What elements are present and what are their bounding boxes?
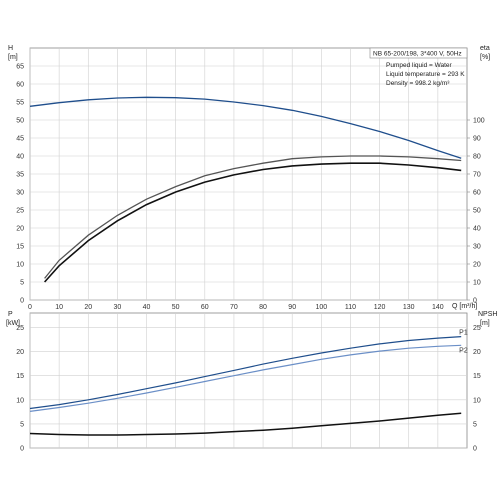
top-right-tick-label: 70 <box>473 172 481 179</box>
info-pumped-liquid: Pumped liquid = Water <box>386 62 453 69</box>
top-right-tick-label: 40 <box>473 226 481 233</box>
top-right-tick-label: 80 <box>473 154 481 161</box>
x-tick-label: 70 <box>230 304 238 311</box>
top-left-tick-label: 25 <box>16 208 24 215</box>
x-tick-label: 130 <box>403 304 415 311</box>
top-left-tick-label: 0 <box>20 298 24 305</box>
top-right-tick-label: 60 <box>473 190 481 197</box>
top-left-tick-label: 30 <box>16 190 24 197</box>
top-right-axis-label: eta <box>480 45 490 52</box>
p1-curve <box>29 336 462 410</box>
bottom-left-axis-unit: [kW] <box>6 320 20 327</box>
top-right-tick-label: 0 <box>473 298 477 305</box>
top-right-tick-label: 10 <box>473 280 481 287</box>
x-tick-label: 90 <box>288 304 296 311</box>
x-tick-label: 20 <box>84 304 92 311</box>
x-tick-label: 140 <box>432 304 444 311</box>
top-right-tick-label: 50 <box>473 208 481 215</box>
bottom-right-axis-label: NPSH <box>478 311 497 318</box>
info-pump-model: NB 65-200/198, 3*400 V, 50Hz <box>373 51 462 58</box>
bottom-left-tick-label: 5 <box>20 421 24 428</box>
grid-layer <box>29 48 467 449</box>
bottom-right-axis-unit: [m] <box>480 320 490 327</box>
top-right-tick-label: 90 <box>473 136 481 143</box>
bottom-left-axis-label: P <box>8 311 13 318</box>
efficiency-curve-inner <box>44 162 462 283</box>
info-liquid-temperature: Liquid temperature = 293 K <box>386 71 465 78</box>
x-tick-label: 80 <box>259 304 267 311</box>
bottom-left-tick-label: 25 <box>16 325 24 332</box>
top-left-tick-label: 5 <box>20 280 24 287</box>
ticks-layer: 0 10 20 30 40 50 60 70 80 90 100 110 120 130 140051015… <box>16 64 485 453</box>
top-left-tick-label: 40 <box>16 154 24 161</box>
series-label-p2: P2 <box>459 347 468 354</box>
x-axis-unit-label: Q [m³/h] <box>452 303 477 310</box>
top-left-axis-unit: [m] <box>8 54 18 61</box>
top-left-tick-label: 55 <box>16 100 24 107</box>
bottom-right-tick-label: 15 <box>473 373 481 380</box>
top-left-axis-label: H <box>8 45 13 52</box>
top-right-axis-unit: [%] <box>480 54 490 61</box>
x-tick-label: 110 <box>345 304 356 311</box>
p2-curve <box>29 344 462 412</box>
bottom-right-tick-label: 0 <box>473 446 477 453</box>
x-tick-label: 120 <box>374 304 386 311</box>
bottom-left-tick-label: 20 <box>16 349 24 356</box>
efficiency-curve-outer <box>44 155 462 279</box>
bottom-left-tick-label: 0 <box>20 446 24 453</box>
curve-layer: P1 P2 <box>29 96 468 436</box>
x-tick-label: 100 <box>315 304 327 311</box>
top-left-tick-label: 60 <box>16 82 24 89</box>
bottom-right-tick-label: 20 <box>473 349 481 356</box>
top-left-tick-label: 45 <box>16 136 24 143</box>
bottom-right-tick-label: 5 <box>473 421 477 428</box>
top-right-tick-label: 20 <box>473 262 481 269</box>
series-label-p1: P1 <box>459 330 468 337</box>
bottom-plot-frame <box>29 312 468 449</box>
top-right-tick-label: 30 <box>473 244 481 251</box>
npsh-curve <box>29 412 462 436</box>
top-left-tick-label: 10 <box>16 262 24 269</box>
bottom-left-tick-label: 10 <box>16 397 24 404</box>
bottom-left-tick-label: 15 <box>16 373 24 380</box>
top-left-tick-label: 50 <box>16 118 24 125</box>
top-left-tick-label: 65 <box>16 64 24 71</box>
top-left-tick-label: 15 <box>16 244 24 251</box>
bottom-right-tick-label: 25 <box>473 325 481 332</box>
info-density: Density = 998.2 kg/m³ <box>386 80 450 87</box>
x-tick-label: 60 <box>201 304 209 311</box>
top-right-tick-label: 100 <box>473 118 485 125</box>
x-tick-label: 40 <box>143 304 151 311</box>
x-tick-label: 30 <box>114 304 122 311</box>
bottom-right-tick-label: 10 <box>473 397 481 404</box>
top-left-tick-label: 20 <box>16 226 24 233</box>
x-tick-label: 50 <box>172 304 180 311</box>
info-box-title-frame <box>369 47 468 59</box>
top-left-tick-label: 35 <box>16 172 24 179</box>
x-tick-label: 0 <box>28 304 32 311</box>
x-tick-label: 10 <box>55 304 63 311</box>
head-curve <box>29 96 462 159</box>
